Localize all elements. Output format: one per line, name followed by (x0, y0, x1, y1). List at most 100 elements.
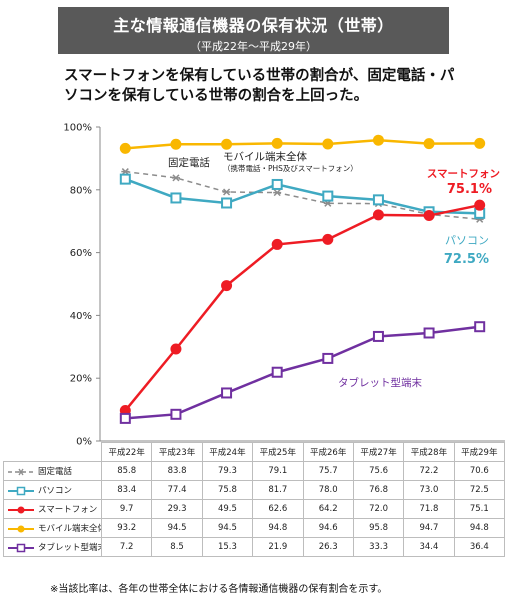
table-cell: 78.0 (302, 480, 354, 500)
table-row: パソコン 83.4 77.4 75.8 81.7 78.0 76.8 73.0 72.5 (3, 480, 506, 500)
table-cell: 9.7 (100, 499, 153, 519)
annotation-smartphone: スマートフォン (427, 168, 500, 180)
data-point-mobile-total (271, 137, 283, 149)
table-cell: 94.8 (252, 518, 304, 538)
annotation-fixed-phone: 固定電話 (168, 156, 210, 169)
y-tick-label: 60% (70, 248, 92, 259)
annotation-mobile-total-note: （携帯電話・PHS及びスマートフォン） (223, 163, 358, 173)
data-point-tablet (372, 330, 384, 342)
data-point-fixed-phone (273, 189, 282, 197)
table-cell: 49.5 (201, 499, 254, 519)
table-cell: 94.5 (151, 518, 203, 538)
table-cell: 94.7 (403, 518, 455, 538)
data-point-smartphone (423, 210, 435, 222)
data-point-smartphone (170, 343, 182, 355)
table-column-header: 平成27年 (352, 442, 405, 462)
table-cell: 77.4 (151, 480, 203, 500)
table-cell: 75.8 (201, 480, 254, 500)
table-corner-cell (3, 442, 102, 462)
table-cell: 81.7 (252, 480, 304, 500)
data-point-tablet (423, 327, 435, 339)
data-point-smartphone (474, 199, 486, 211)
table-row-label: パソコン (38, 486, 73, 496)
table-cell: 21.9 (252, 537, 304, 557)
table-cell: 72.5 (453, 480, 506, 500)
table-row-label: モバイル端末全体 (38, 524, 102, 534)
table-cell: 36.4 (453, 537, 506, 557)
table-body: 固定電話 85.8 83.8 79.3 79.1 75.7 75.6 72.2 70.6 パソコン… (3, 461, 506, 557)
table-cell: 73.0 (403, 480, 455, 500)
data-point-tablet (271, 366, 283, 378)
annotation-tablet: タブレット型端末 (338, 376, 422, 389)
data-point-pc (119, 173, 131, 185)
table-cell: 85.8 (100, 461, 153, 481)
data-point-smartphone (322, 233, 334, 245)
annotation-mobile-total: モバイル端末全体 (223, 150, 307, 163)
table-row: 固定電話 85.8 83.8 79.3 79.1 75.7 75.6 72.2 70.6 (3, 461, 506, 481)
series-line-pc (124, 177, 480, 215)
series-line-mobile-total (125, 138, 480, 150)
table-cell: 94.8 (453, 518, 506, 538)
data-point-smartphone (271, 238, 283, 250)
y-tick-label: 20% (70, 374, 92, 385)
annotation-pc: パソコン (445, 234, 489, 247)
line-chart: 0% 20% 40% 60% 80% 100% 固定電話 モバイル端末全体（携帯電話・PHS及… (63, 123, 505, 445)
table-cell: 7.2 (100, 537, 153, 557)
data-point-smartphone (221, 280, 233, 292)
data-point-tablet (221, 387, 233, 399)
series-line-tablet (125, 325, 480, 420)
table-column-header: 平成28年 (403, 442, 455, 462)
table-cell: 71.8 (403, 499, 455, 519)
y-tick-label: 100% (63, 123, 92, 134)
chart-title: 主な情報通信機器の保有状況（世帯） (113, 16, 394, 35)
legend-mobile-total-icon (8, 525, 34, 532)
legend-pc-icon (8, 486, 34, 495)
legend-smartphone-icon (8, 506, 34, 513)
annotation-smartphone-value: 75.1% (447, 182, 492, 197)
data-point-fixed-phone (121, 168, 130, 176)
legend-fixed-phone-icon (8, 468, 34, 475)
data-table: 平成22年 平成23年 平成24年 平成25年 平成26年 平成27年 平成28年 平成29年… (3, 442, 506, 557)
data-point-pc (372, 194, 384, 206)
legend-tablet-icon (8, 543, 34, 552)
table-cell: 79.1 (252, 461, 304, 481)
headline-text: スマートフォンを保有している世帯の割合が、固定電話・パソコンを保有している世帯の… (64, 68, 455, 104)
table-cell: 75.7 (302, 461, 354, 481)
data-point-mobile-total (474, 137, 486, 149)
table-cell: 83.8 (151, 461, 203, 481)
data-point-mobile-total (221, 138, 233, 150)
table-cell: 95.8 (352, 518, 405, 538)
table-cell: 26.3 (302, 537, 354, 557)
table-row: タブレット型端末 7.2 8.5 15.3 21.9 26.3 33.3 34.4 36.4 (3, 537, 506, 557)
data-point-mobile-total (423, 138, 435, 150)
table-cell: 83.4 (100, 480, 153, 500)
table-cell: 72.0 (352, 499, 405, 519)
table-row-header: パソコン (3, 480, 102, 500)
table-cell: 29.3 (151, 499, 203, 519)
table-cell: 93.2 (100, 518, 153, 538)
table-row-label: 固定電話 (38, 467, 73, 477)
table-column-header: 平成23年 (151, 442, 203, 462)
table-cell: 62.6 (252, 499, 304, 519)
data-point-pc (322, 190, 334, 202)
table-column-header: 平成26年 (302, 442, 354, 462)
footnote: ※当該比率は、各年の世帯全体における各情報通信機器の保有割合を示す。 (50, 584, 388, 595)
chart-subtitle: （平成22年～平成29年） (190, 40, 317, 53)
table-cell: 64.2 (302, 499, 354, 519)
data-point-fixed-phone (171, 174, 180, 182)
table-row-label: スマートフォン (38, 505, 98, 515)
data-point-tablet (474, 321, 486, 333)
annotation-pc-value: 72.5% (444, 252, 489, 267)
table-row-header: スマートフォン (3, 499, 102, 519)
table-cell: 79.3 (201, 461, 254, 481)
data-point-pc (221, 197, 233, 209)
table-cell: 15.3 (201, 537, 254, 557)
table-row-header: 固定電話 (3, 461, 102, 481)
table-cell: 34.4 (403, 537, 455, 557)
data-point-pc (170, 192, 182, 204)
data-point-mobile-total (322, 138, 334, 150)
title-banner: 主な情報通信機器の保有状況（世帯） （平成22年～平成29年） (58, 7, 449, 54)
table-cell: 72.2 (403, 461, 455, 481)
table-row: モバイル端末全体 93.2 94.5 94.5 94.8 94.6 95.8 94.7 94.8 (3, 518, 506, 538)
table-cell: 75.6 (352, 461, 405, 481)
